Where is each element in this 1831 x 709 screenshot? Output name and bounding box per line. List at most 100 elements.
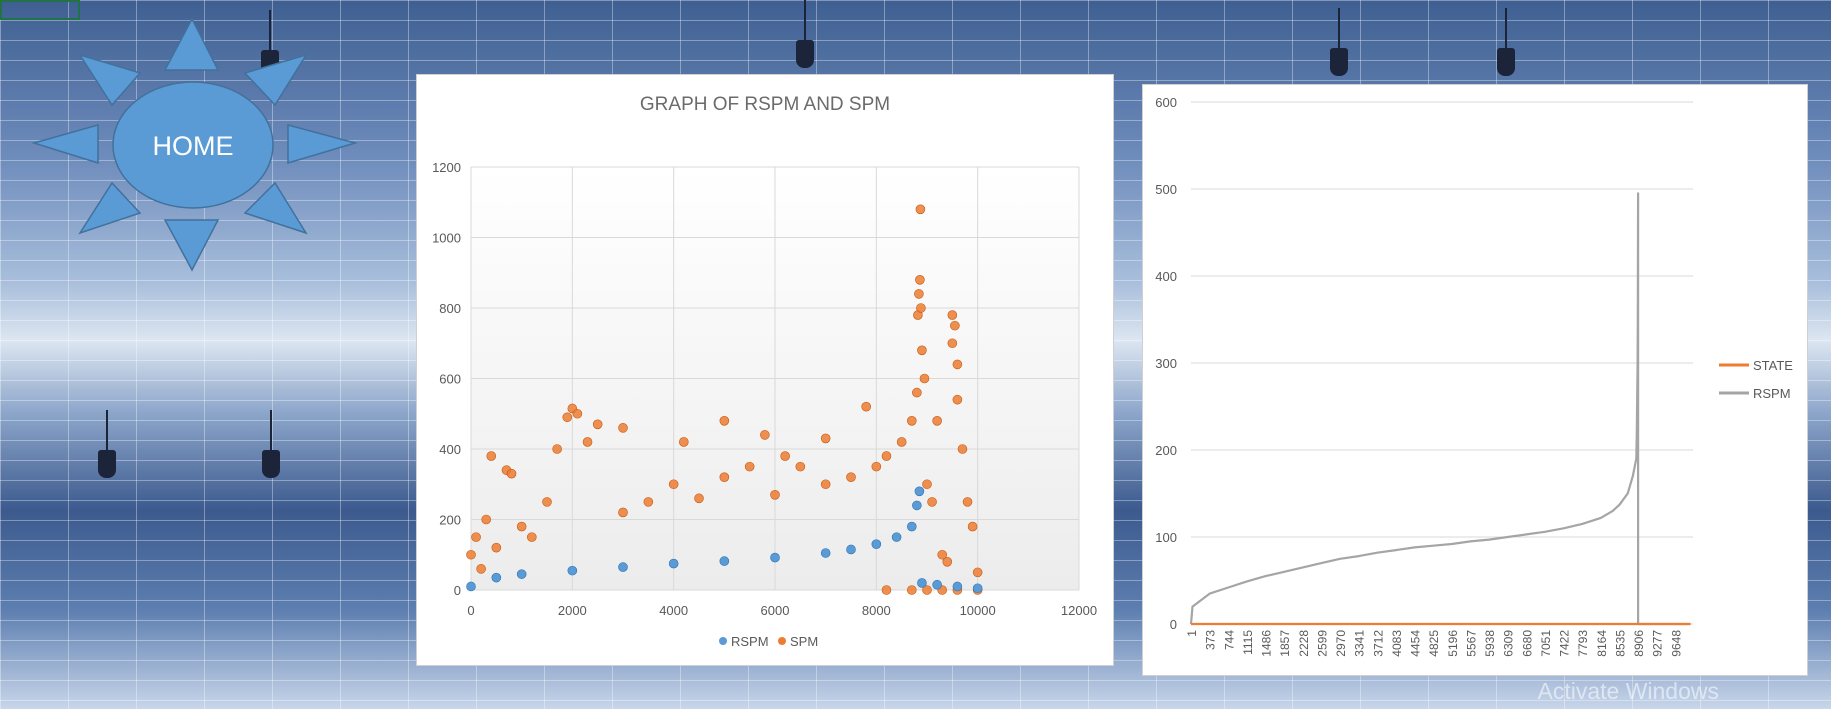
- data-point-spm: [820, 479, 831, 490]
- data-point-spm: [618, 423, 628, 433]
- x-tick-label: 3712: [1371, 630, 1385, 657]
- x-tick-label: 2970: [1334, 630, 1348, 657]
- x-tick-label: 6680: [1520, 630, 1534, 657]
- y-tick-label: 600: [439, 372, 461, 387]
- data-point-rspm: [917, 578, 927, 588]
- x-tick-label: 8000: [862, 603, 891, 618]
- scatter-chart-svg: GRAPH OF RSPM AND SPM 0 200 400 600 800 1000 1…: [432, 94, 1097, 649]
- data-point-rspm: [846, 544, 856, 555]
- lamp-decoration: [262, 410, 280, 478]
- x-tick-label: 3341: [1353, 630, 1367, 657]
- data-point-spm: [881, 451, 892, 461]
- x-tick-label: 1486: [1260, 630, 1274, 657]
- activate-windows-watermark: Activate Windows: [1537, 678, 1719, 704]
- scatter-chart[interactable]: GRAPH OF RSPM AND SPM 0 200 400 600 800 1000 1…: [417, 75, 1113, 665]
- x-tick-label: 4000: [659, 603, 688, 618]
- y-tick-label: 200: [439, 513, 461, 528]
- sun-ray: [243, 181, 308, 235]
- data-point-spm: [795, 461, 806, 472]
- data-point-spm: [861, 401, 872, 412]
- x-tick-label: 373: [1204, 630, 1218, 650]
- data-point-rspm: [871, 539, 882, 549]
- legend-marker-rspm: [719, 637, 727, 645]
- chart-legend: STATE RSPM: [1719, 358, 1793, 401]
- data-point-spm: [952, 359, 963, 370]
- data-point-rspm: [906, 521, 917, 532]
- legend-label-rspm: RSPM: [731, 634, 769, 649]
- data-point-spm: [820, 433, 831, 444]
- data-point-spm: [906, 415, 917, 426]
- home-ellipse: [112, 81, 274, 209]
- data-point-spm: [744, 461, 755, 472]
- home-button[interactable]: HOME: [30, 15, 365, 320]
- data-point-spm: [896, 437, 907, 447]
- data-point-spm: [542, 497, 552, 507]
- data-point-spm: [481, 514, 491, 525]
- legend-marker-spm: [778, 637, 786, 645]
- data-point-spm: [871, 461, 882, 472]
- y-tick-label: 500: [1155, 182, 1177, 197]
- x-tick-label: 5567: [1464, 630, 1478, 657]
- x-tick-label: 10000: [960, 603, 996, 618]
- sun-ray: [31, 124, 99, 165]
- data-point-spm: [719, 415, 730, 426]
- data-point-spm: [881, 585, 892, 595]
- data-point-rspm: [719, 556, 730, 566]
- x-tick-label: 4825: [1427, 630, 1441, 657]
- lamp-decoration: [98, 410, 116, 478]
- data-point-spm: [506, 468, 517, 479]
- y-tick-label: 0: [1170, 617, 1177, 632]
- x-tick-label: 7051: [1539, 630, 1553, 657]
- x-tick-label: 8164: [1595, 630, 1609, 657]
- x-tick-label: 6000: [761, 603, 790, 618]
- sun-ray: [78, 53, 142, 107]
- data-point-spm: [572, 408, 583, 419]
- data-point-rspm: [952, 581, 963, 592]
- data-point-spm: [906, 585, 917, 595]
- sun-ray: [163, 219, 220, 272]
- data-point-rspm: [668, 558, 679, 569]
- y-tick-label: 1000: [432, 231, 461, 246]
- x-tick-label: 1857: [1278, 630, 1292, 657]
- data-point-spm: [471, 532, 481, 542]
- data-point-spm: [957, 444, 968, 454]
- data-point-spm: [912, 387, 922, 398]
- y-tick-label: 1200: [432, 160, 461, 175]
- data-point-spm: [476, 564, 486, 574]
- data-point-spm: [466, 549, 476, 560]
- data-point-spm: [694, 493, 704, 504]
- x-tick-label: 0: [467, 603, 474, 618]
- data-point-spm: [516, 521, 527, 532]
- data-point-spm: [527, 532, 537, 542]
- x-tick-label: 2228: [1297, 630, 1311, 657]
- data-point-spm: [919, 373, 930, 384]
- data-point-spm: [770, 490, 780, 500]
- data-point-spm: [927, 497, 937, 507]
- data-point-spm: [916, 303, 926, 313]
- data-point-rspm: [770, 552, 780, 563]
- x-tick-label: 5938: [1483, 630, 1497, 657]
- data-point-rspm: [466, 581, 476, 592]
- data-point-spm: [962, 497, 973, 507]
- line-chart[interactable]: 0 100 200 300 400 500 600 1 373 744 1115 1486 1857 22…: [1143, 85, 1807, 675]
- data-point-spm: [947, 338, 958, 349]
- y-tick-label: 600: [1155, 95, 1177, 110]
- lamp-decoration: [796, 0, 814, 68]
- data-point-spm: [719, 472, 730, 483]
- x-tick-label: 1: [1185, 630, 1199, 637]
- x-tick-label: 4454: [1409, 630, 1423, 657]
- data-point-spm: [491, 542, 502, 553]
- line-chart-svg: 0 100 200 300 400 500 600 1 373 744 1115 1486 1857 22…: [1155, 95, 1793, 657]
- y-tick-label: 400: [439, 442, 461, 457]
- selected-cell[interactable]: [0, 0, 80, 20]
- sun-ray: [287, 124, 358, 165]
- chart-title: GRAPH OF RSPM AND SPM: [640, 94, 890, 115]
- data-point-spm: [950, 320, 960, 331]
- x-tick-label: 7422: [1558, 630, 1572, 657]
- legend-label-rspm: RSPM: [1753, 386, 1791, 401]
- data-point-rspm: [912, 500, 922, 511]
- data-point-spm: [678, 437, 689, 447]
- data-point-spm: [562, 412, 573, 423]
- data-point-rspm: [972, 583, 983, 594]
- data-point-spm: [552, 444, 562, 454]
